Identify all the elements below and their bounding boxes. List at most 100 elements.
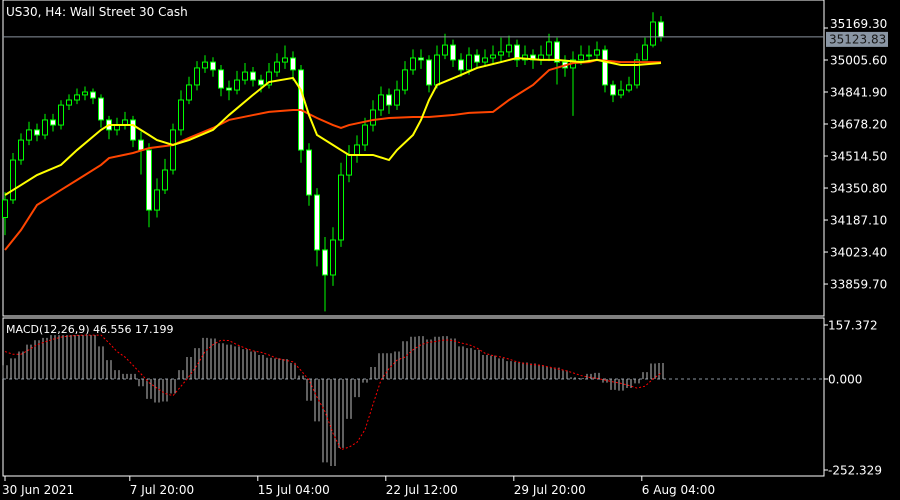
bull-candle-body bbox=[546, 41, 552, 56]
bull-candle-body bbox=[466, 54, 472, 71]
candle bbox=[26, 121, 32, 146]
bull-candle-body bbox=[354, 144, 360, 156]
bear-candle-body bbox=[450, 44, 456, 61]
bull-candle-body bbox=[338, 174, 344, 241]
candle bbox=[298, 65, 304, 163]
candle bbox=[450, 39, 456, 67]
candle bbox=[386, 88, 392, 114]
candle bbox=[346, 145, 352, 183]
bull-candle-body bbox=[618, 89, 624, 96]
bull-candle-body bbox=[162, 169, 168, 191]
candle bbox=[466, 47, 472, 75]
candle bbox=[514, 39, 520, 67]
macd-indicator-label: MACD(12,26,9) 46.556 17.199 bbox=[6, 323, 174, 336]
price-axis-label: 34023.40 bbox=[830, 246, 887, 260]
candle bbox=[130, 115, 136, 148]
candle bbox=[426, 55, 432, 93]
candle bbox=[402, 61, 408, 95]
time-axis-label: 22 Jul 12:00 bbox=[386, 483, 458, 497]
candle bbox=[394, 80, 400, 110]
candle bbox=[602, 45, 608, 93]
macd-axis-label: 157.372 bbox=[828, 319, 878, 333]
candle bbox=[498, 37, 504, 62]
bull-candle-body bbox=[402, 69, 408, 91]
bear-candle-body bbox=[602, 49, 608, 86]
bull-candle-body bbox=[274, 61, 280, 73]
candle bbox=[98, 94, 104, 128]
candle bbox=[90, 88, 96, 105]
candle bbox=[2, 192, 8, 236]
candle bbox=[610, 80, 616, 103]
bear-candle-body bbox=[314, 194, 320, 251]
candle bbox=[210, 57, 216, 77]
bear-candle-body bbox=[322, 249, 328, 276]
candle bbox=[546, 33, 552, 62]
bull-candle-body bbox=[202, 61, 208, 69]
candle bbox=[506, 35, 512, 58]
time-axis-label: 30 Jun 2021 bbox=[2, 483, 74, 497]
candle bbox=[218, 65, 224, 97]
main-panel-frame bbox=[2, 0, 825, 317]
bull-candle-body bbox=[650, 21, 656, 46]
candle bbox=[314, 188, 320, 267]
price-axis-label: 35169.30 bbox=[830, 17, 887, 31]
candle bbox=[490, 45, 496, 64]
candle bbox=[194, 61, 200, 91]
candle bbox=[618, 80, 624, 99]
price-axis-label: 33859.70 bbox=[830, 278, 887, 292]
candle bbox=[642, 37, 648, 61]
price-axis-label: 34350.80 bbox=[830, 182, 887, 196]
candle bbox=[74, 88, 80, 105]
bull-candle-body bbox=[586, 54, 592, 57]
bull-candle-body bbox=[2, 199, 8, 219]
bull-candle-body bbox=[26, 129, 32, 141]
candle bbox=[634, 53, 640, 89]
candle bbox=[18, 133, 24, 165]
candle bbox=[82, 86, 88, 101]
bull-candle-body bbox=[506, 44, 512, 53]
bear-candle-body bbox=[226, 87, 232, 91]
chart-title: US30, H4: Wall Street 30 Cash bbox=[6, 5, 188, 19]
bull-candle-body bbox=[442, 44, 448, 56]
bear-candle-body bbox=[210, 61, 216, 71]
candle bbox=[42, 113, 48, 140]
bull-candle-body bbox=[242, 71, 248, 81]
candle bbox=[474, 49, 480, 69]
bear-candle-body bbox=[90, 91, 96, 99]
bull-candle-body bbox=[74, 94, 80, 101]
macd-axis-label: 0.000 bbox=[828, 373, 862, 387]
bear-candle-body bbox=[146, 149, 152, 211]
bull-candle-body bbox=[594, 49, 600, 56]
candle bbox=[50, 113, 56, 132]
bull-candle-body bbox=[18, 139, 24, 161]
axes: 35169.30 35005.60 34841.90 34678.20 34514.50… bbox=[2, 17, 887, 497]
candle bbox=[554, 37, 560, 85]
candle bbox=[58, 100, 64, 130]
bull-candle-body bbox=[578, 54, 584, 61]
bull-candle-body bbox=[362, 124, 368, 146]
candle bbox=[178, 90, 184, 136]
bull-candle-body bbox=[370, 109, 376, 126]
bear-candle-body bbox=[130, 119, 136, 141]
bear-candle-body bbox=[386, 94, 392, 106]
bull-candle-body bbox=[42, 119, 48, 136]
bull-candle-body bbox=[10, 159, 16, 201]
bull-candle-body bbox=[234, 79, 240, 91]
time-axis-label: 15 Jul 04:00 bbox=[258, 483, 330, 497]
bull-candle-body bbox=[642, 44, 648, 61]
candle bbox=[322, 237, 328, 312]
candle bbox=[658, 16, 664, 42]
candle bbox=[594, 41, 600, 62]
candle bbox=[146, 143, 152, 228]
bear-candle-body bbox=[418, 57, 424, 61]
macd-plot bbox=[2, 334, 824, 466]
price-axis-label: 34187.10 bbox=[830, 214, 887, 228]
candle bbox=[106, 115, 112, 140]
candle bbox=[442, 33, 448, 60]
macd-panel-frame bbox=[2, 317, 825, 477]
bull-candle-body bbox=[634, 59, 640, 86]
bear-candle-body bbox=[250, 71, 256, 81]
candle bbox=[626, 76, 632, 93]
